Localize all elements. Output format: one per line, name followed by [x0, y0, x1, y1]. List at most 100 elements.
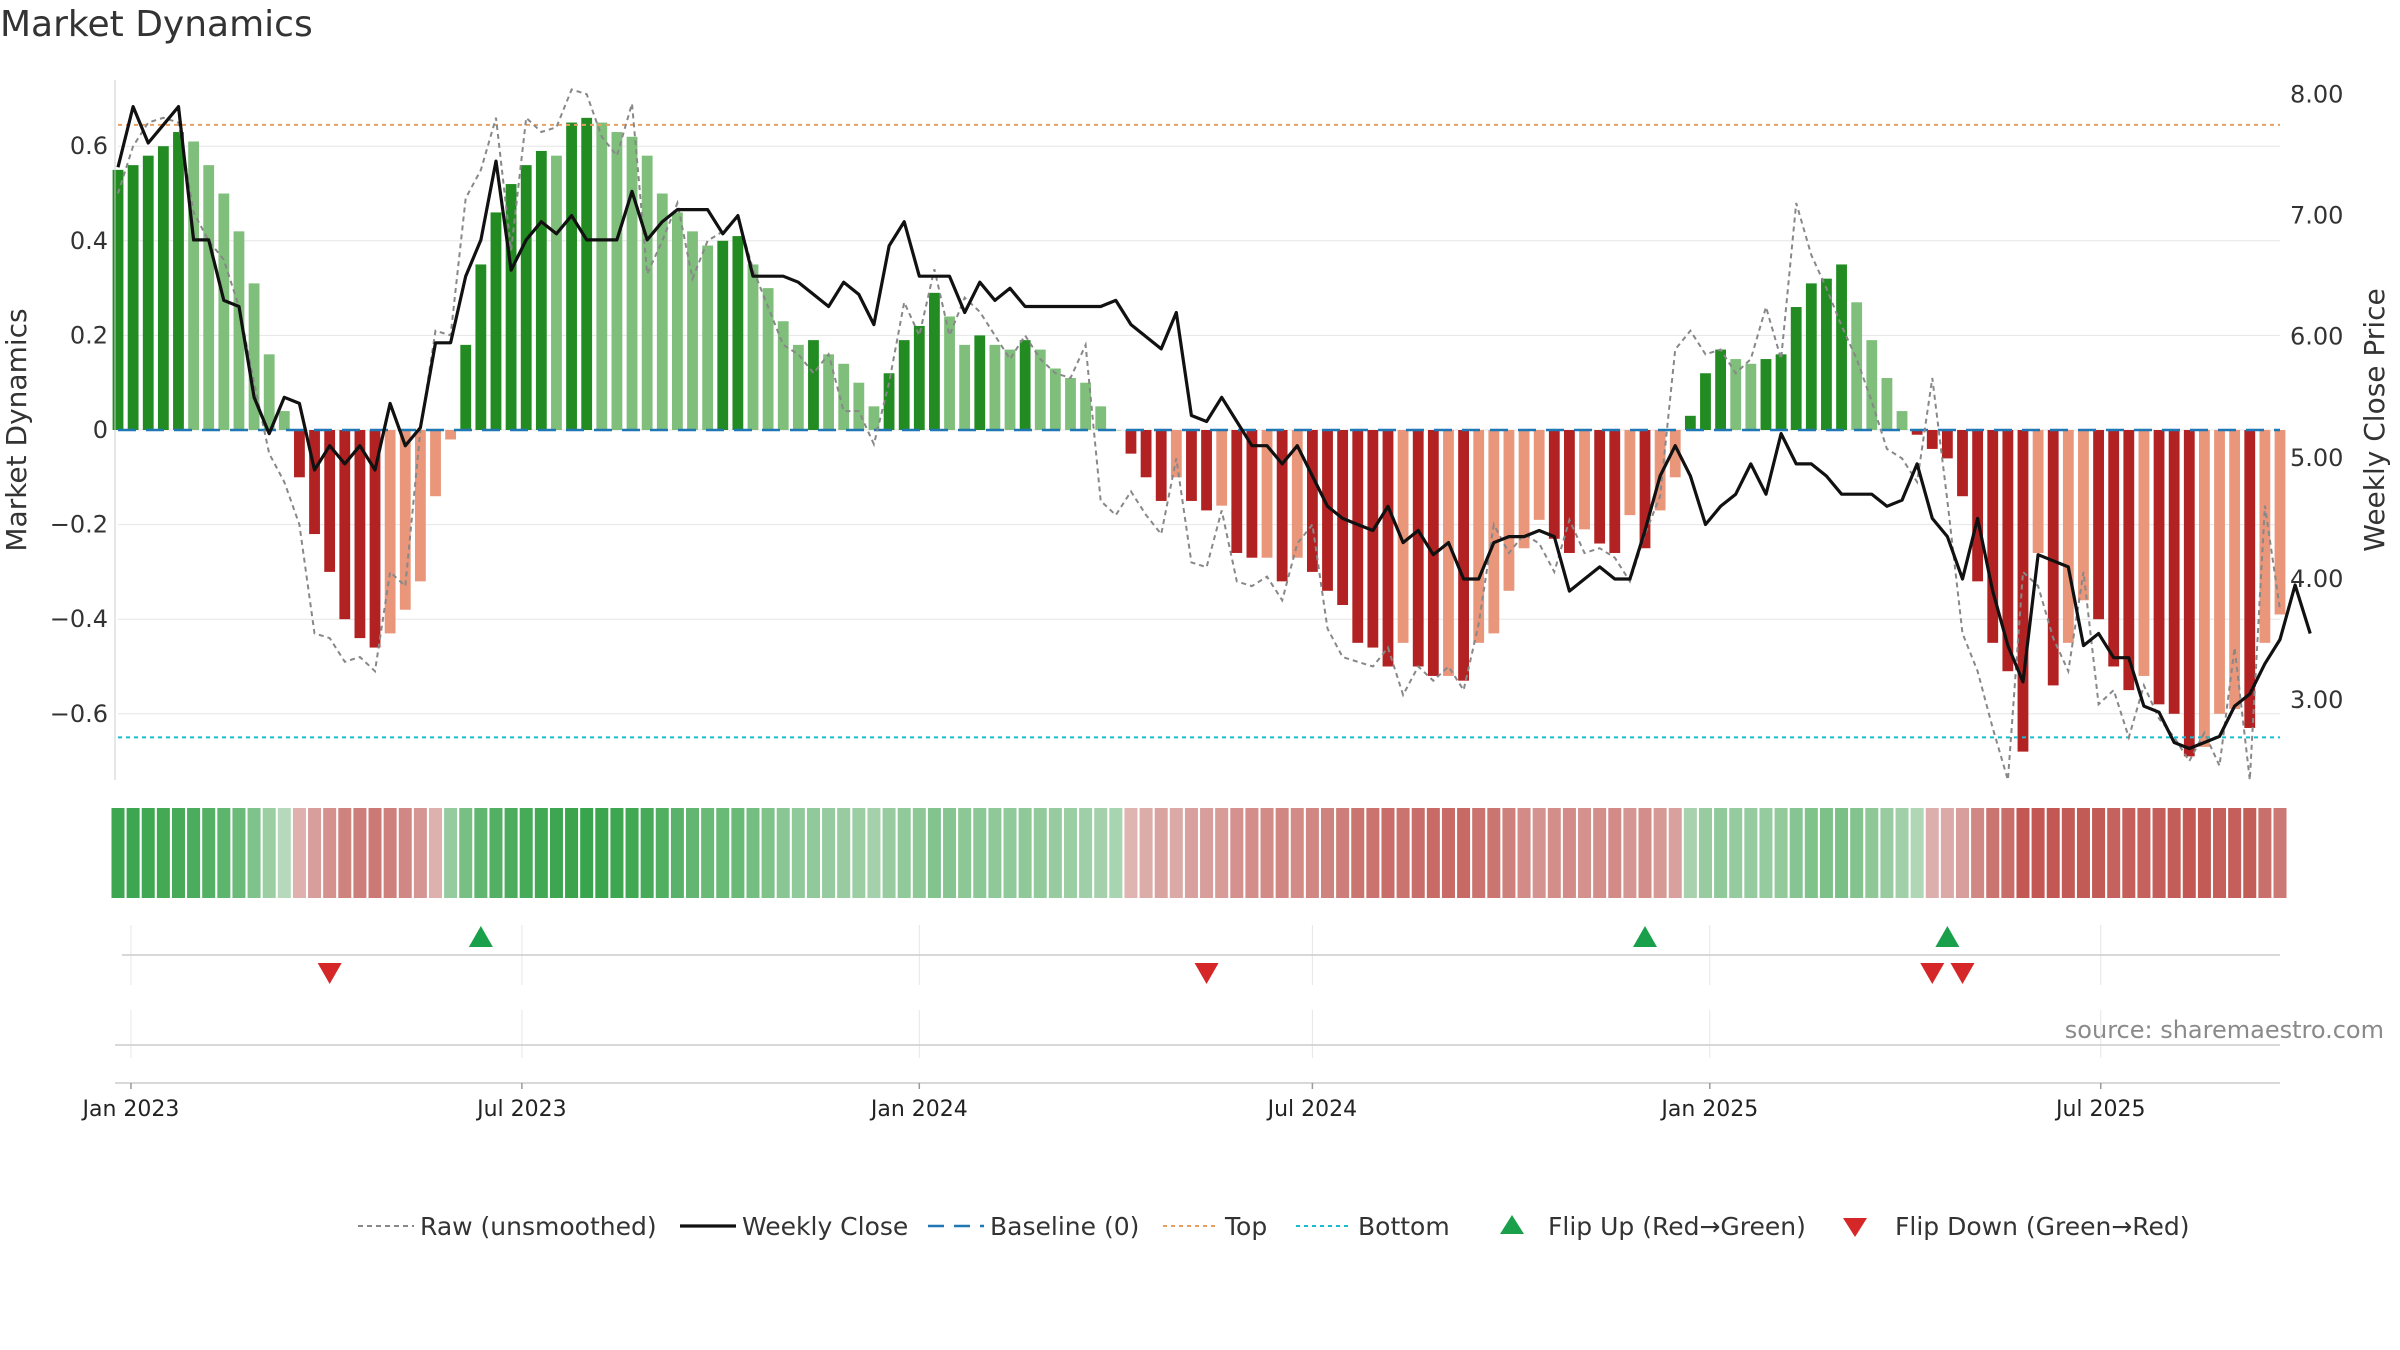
regime-cell: [1426, 808, 1440, 898]
dynamics-bar: [1836, 264, 1847, 430]
flip-down-marker: [1920, 963, 1945, 984]
regime-cell: [2107, 808, 2121, 898]
regime-cell: [1472, 808, 1486, 898]
regime-cell: [776, 808, 790, 898]
dynamics-bar: [2002, 430, 2014, 672]
regime-cell: [1955, 808, 1970, 898]
regime-cell: [867, 808, 881, 898]
regime-cell: [504, 808, 518, 898]
series-lines: [116, 88, 2312, 781]
regime-cell: [1200, 808, 1214, 898]
dynamics-bar: [188, 141, 199, 430]
dynamics-bar: [1805, 283, 1817, 430]
regime-cell: [383, 808, 397, 898]
regime-cell: [1774, 808, 1788, 898]
regime-cell: [1547, 808, 1561, 898]
regime-cell: [187, 808, 201, 898]
regime-cell: [1260, 808, 1274, 898]
x-tick-label: Jul 2025: [2054, 1097, 2146, 1122]
bars: [112, 117, 2286, 757]
regime-cell: [2122, 808, 2136, 898]
dynamics-bar: [384, 430, 396, 634]
regime-cell: [202, 808, 216, 898]
regime-cell: [323, 808, 337, 898]
regime-cell: [973, 808, 987, 898]
dynamics-bar: [1170, 430, 1182, 478]
y-tick-label: 0.4: [70, 227, 108, 255]
regime-cell: [111, 808, 125, 898]
regime-cell: [2167, 808, 2181, 898]
dynamics-bar: [1276, 430, 1288, 582]
regime-cell: [413, 808, 427, 898]
dynamics-bar: [2168, 430, 2180, 714]
dynamics-bar: [1049, 368, 1061, 430]
dynamics-bar: [1367, 430, 1379, 648]
dynamics-bar: [1564, 430, 1575, 553]
legend-swatch-flip-down: [1843, 1218, 1867, 1237]
regime-cell: [549, 808, 563, 898]
dynamics-bar: [2153, 430, 2165, 705]
dynamics-bar: [324, 430, 336, 572]
dynamics-bar: [1155, 430, 1167, 501]
regime-cell: [1562, 808, 1576, 898]
regime-cell: [141, 808, 155, 898]
dynamics-bar: [1473, 430, 1485, 643]
regime-cell: [1925, 808, 1939, 898]
regime-cell: [1184, 808, 1198, 898]
legend-swatch-flip-up: [1500, 1215, 1524, 1234]
source-note: source: sharemaestro.com: [2064, 1016, 2384, 1044]
legend-label: Top: [1224, 1212, 1267, 1241]
dynamics-bar: [2259, 430, 2271, 643]
regime-cell: [444, 808, 458, 898]
x-tick-label: Jul 2023: [475, 1097, 567, 1122]
regime-cell: [368, 808, 382, 898]
dynamics-bar: [2244, 430, 2256, 728]
regime-cell: [2016, 808, 2030, 898]
regime-cell: [837, 808, 851, 898]
dynamics-bar: [1231, 430, 1243, 553]
legend-label: Bottom: [1358, 1212, 1450, 1241]
regime-cell: [1094, 808, 1108, 898]
dynamics-bar: [1458, 430, 1469, 681]
dynamics-bar: [1775, 354, 1787, 430]
regime-cell: [1275, 808, 1289, 898]
dynamics-bar: [1125, 430, 1137, 454]
legend-label: Flip Down (Green→Red): [1895, 1212, 2190, 1241]
x-tick-label: Jan 2025: [1659, 1097, 1758, 1122]
regime-cell: [489, 808, 503, 898]
dynamics-bar: [1306, 430, 1318, 572]
dynamics-bar: [2093, 430, 2104, 620]
grid: [118, 145, 2280, 1058]
regime-cell: [1351, 808, 1365, 898]
dynamics-bar: [1639, 430, 1651, 549]
regime-cell: [519, 808, 533, 898]
regime-cell: [1457, 808, 1471, 898]
regime-cell: [1623, 808, 1637, 898]
regime-cell: [1154, 808, 1168, 898]
regime-cell: [1593, 808, 1607, 898]
dynamics-bar: [687, 231, 698, 430]
dynamics-bar: [551, 155, 562, 431]
regime-cell: [1124, 808, 1138, 898]
dynamics-bar: [626, 136, 638, 430]
dynamics-bar: [233, 231, 245, 430]
dynamics-bar: [1987, 430, 1999, 643]
regime-cell: [1804, 808, 1818, 898]
dynamics-bar: [883, 373, 895, 430]
dynamics-bar: [1201, 430, 1212, 511]
regime-cell: [1109, 808, 1123, 898]
dynamics-bar: [1065, 377, 1076, 430]
regime-cell: [217, 808, 231, 898]
dynamics-bar: [1851, 302, 1863, 430]
regime-cell: [852, 808, 866, 898]
regime-cell: [338, 808, 352, 898]
dynamics-bar: [596, 122, 608, 430]
dynamics-bar: [656, 193, 668, 430]
dynamics-bar: [1896, 411, 1908, 430]
regime-cell: [1744, 808, 1758, 898]
regime-cell: [292, 808, 306, 898]
dynamics-bar: [1926, 430, 1938, 449]
regime-cell: [1850, 808, 1864, 898]
dynamics-bar: [1186, 430, 1197, 501]
dynamics-bar: [1019, 340, 1031, 430]
